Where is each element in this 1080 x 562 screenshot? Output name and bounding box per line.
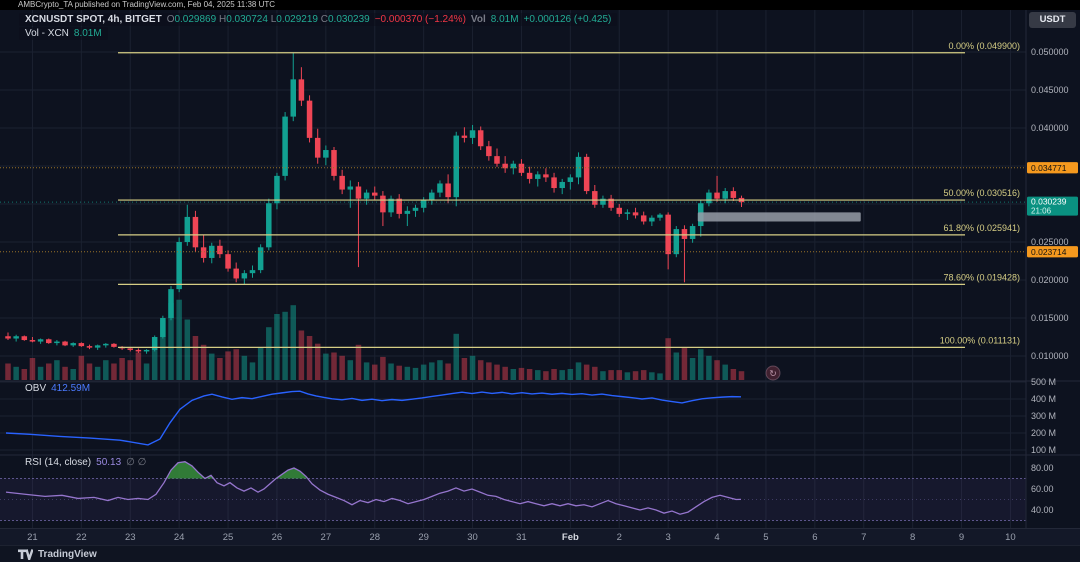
svg-text:60.00: 60.00	[1031, 484, 1054, 494]
ohlc-values: O0.029869 H0.030724 L0.029219 C0.030239	[167, 14, 370, 25]
rsi-overbought-fill	[6, 461, 741, 479]
obv-label: OBV	[25, 383, 47, 394]
ohlc-key: H	[218, 14, 227, 25]
time-tick-label: Feb	[561, 532, 579, 543]
time-tick-label: 23	[124, 532, 136, 543]
svg-text:0.030239: 0.030239	[1031, 197, 1067, 207]
time-tick-label: 10	[1005, 532, 1016, 543]
svg-text:0.00% (0.049900): 0.00% (0.049900)	[948, 41, 1020, 51]
price-axis-labels: 0.050000 0.045000 0.040000 0.025000 0.020000…	[1027, 47, 1078, 515]
fib-layer: 0.00% (0.049900) 50.00% (0.030516) 61.80% …	[118, 41, 1020, 349]
time-tick-label: 5	[763, 532, 769, 543]
time-tick-label: 27	[320, 532, 332, 543]
rsi-legend[interactable]: RSI (14, close) 50.13 ∅ ∅	[19, 456, 152, 469]
ohlc-val: 0.029219	[276, 14, 321, 25]
svg-text:21:06: 21:06	[1031, 207, 1052, 216]
svg-text:0.040000: 0.040000	[1031, 123, 1069, 133]
gray-box-drawing[interactable]	[697, 212, 861, 222]
ohlc-key: L	[270, 14, 277, 25]
svg-text:61.80% (0.025941): 61.80% (0.025941)	[943, 223, 1020, 233]
rsi-line	[5, 461, 742, 515]
rsi-params: ∅ ∅	[126, 457, 147, 468]
symbol-title: XCNUSDT SPOT, 4h, BITGET	[25, 14, 162, 25]
change-value: −0.000370 (−1.24%)	[374, 14, 466, 25]
ohlc-key: O	[166, 14, 175, 25]
publish-text: AMBCrypto_TA published on TradingView.co…	[18, 0, 276, 9]
time-tick-label: 4	[714, 532, 720, 543]
time-tick-label: 8	[909, 532, 916, 543]
symbol-legend[interactable]: XCNUSDT SPOT, 4h, BITGET O0.029869 H0.03…	[19, 13, 618, 26]
time-tick-label: 2	[616, 532, 622, 543]
vol-label: Vol	[470, 14, 486, 25]
svg-text:100.00% (0.011131): 100.00% (0.011131)	[940, 335, 1020, 345]
svg-text:0.034771: 0.034771	[1031, 163, 1067, 173]
svg-text:400 M: 400 M	[1031, 394, 1056, 404]
time-axis[interactable]: 21 22 23 24 25 26 27 28 29 30 31 Feb 2 3 4 5 6 7 8 9 10	[0, 528, 1080, 545]
ohlc-key: C	[320, 14, 328, 25]
svg-text:0.010000: 0.010000	[1031, 351, 1069, 361]
alert-lines	[0, 167, 1026, 253]
volume-indicator-legend[interactable]: Vol - XCN 8.01M	[19, 27, 108, 40]
ohlc-val: 0.030239	[328, 14, 370, 25]
volume-indicator-label: Vol - XCN	[25, 28, 69, 39]
svg-text:50.00% (0.030516): 50.00% (0.030516)	[943, 188, 1020, 198]
svg-text:78.60% (0.019428): 78.60% (0.019428)	[943, 272, 1020, 282]
footer-bar: TradingView	[0, 545, 1080, 562]
time-tick-label: 28	[369, 532, 381, 543]
time-tick-label: 24	[173, 532, 185, 543]
time-tick-label: 3	[665, 532, 671, 543]
rsi-value: 50.13	[96, 457, 122, 468]
svg-text:↻: ↻	[769, 369, 777, 379]
svg-text:0.015000: 0.015000	[1031, 313, 1069, 323]
time-tick-label: 30	[467, 532, 478, 543]
candles-layer	[5, 52, 745, 354]
svg-text:0.023714: 0.023714	[1031, 247, 1067, 257]
time-tick-label: 22	[76, 532, 87, 543]
svg-text:40.00: 40.00	[1031, 505, 1054, 515]
time-tick-label: 9	[958, 532, 965, 543]
vol-change: +0.000126 (+0.425)	[523, 14, 612, 25]
currency-toggle-button[interactable]: USDT	[1029, 12, 1076, 28]
svg-text:0.025000: 0.025000	[1031, 237, 1069, 247]
chart-canvas: 0.00% (0.049900) 50.00% (0.030516) 61.80% …	[0, 10, 1080, 528]
time-tick-label: 26	[271, 532, 283, 543]
rsi-label: RSI (14, close)	[25, 457, 92, 468]
obv-legend[interactable]: OBV 412.59M	[19, 382, 96, 395]
svg-text:300 M: 300 M	[1031, 411, 1056, 421]
time-tick-label: 29	[418, 532, 429, 543]
volume-layer	[5, 299, 745, 380]
grid-layer	[0, 10, 1026, 528]
obv-line	[5, 390, 742, 446]
svg-text:200 M: 200 M	[1031, 428, 1056, 438]
time-tick-label: 7	[861, 532, 867, 543]
time-tick-label: 31	[516, 532, 527, 543]
svg-text:0.045000: 0.045000	[1031, 85, 1069, 95]
price-axis[interactable]	[1026, 10, 1080, 528]
replay-icon[interactable]: ↻	[765, 365, 781, 381]
svg-text:500 M: 500 M	[1031, 377, 1056, 387]
time-tick-label: 6	[812, 532, 818, 543]
vol-value: 8.01M	[490, 14, 519, 25]
svg-text:80.00: 80.00	[1031, 463, 1054, 473]
svg-text:0.020000: 0.020000	[1031, 275, 1069, 285]
svg-text:100 M: 100 M	[1031, 445, 1056, 455]
tradingview-logo-icon[interactable]	[18, 548, 33, 560]
svg-text:0.050000: 0.050000	[1031, 47, 1069, 57]
chart-area[interactable]: 0.00% (0.049900) 50.00% (0.030516) 61.80% …	[0, 10, 1080, 528]
time-tick-label: 25	[222, 532, 234, 543]
rsi-band	[0, 478, 1026, 521]
ohlc-val: 0.030724	[226, 14, 271, 25]
obv-value: 412.59M	[51, 383, 91, 394]
ohlc-val: 0.029869	[174, 14, 219, 25]
tradingview-logo-text[interactable]: TradingView	[38, 548, 97, 560]
volume-indicator-value: 8.01M	[73, 28, 102, 39]
time-tick-label: 21	[27, 532, 38, 543]
publish-bar: AMBCrypto_TA published on TradingView.co…	[0, 0, 1080, 10]
